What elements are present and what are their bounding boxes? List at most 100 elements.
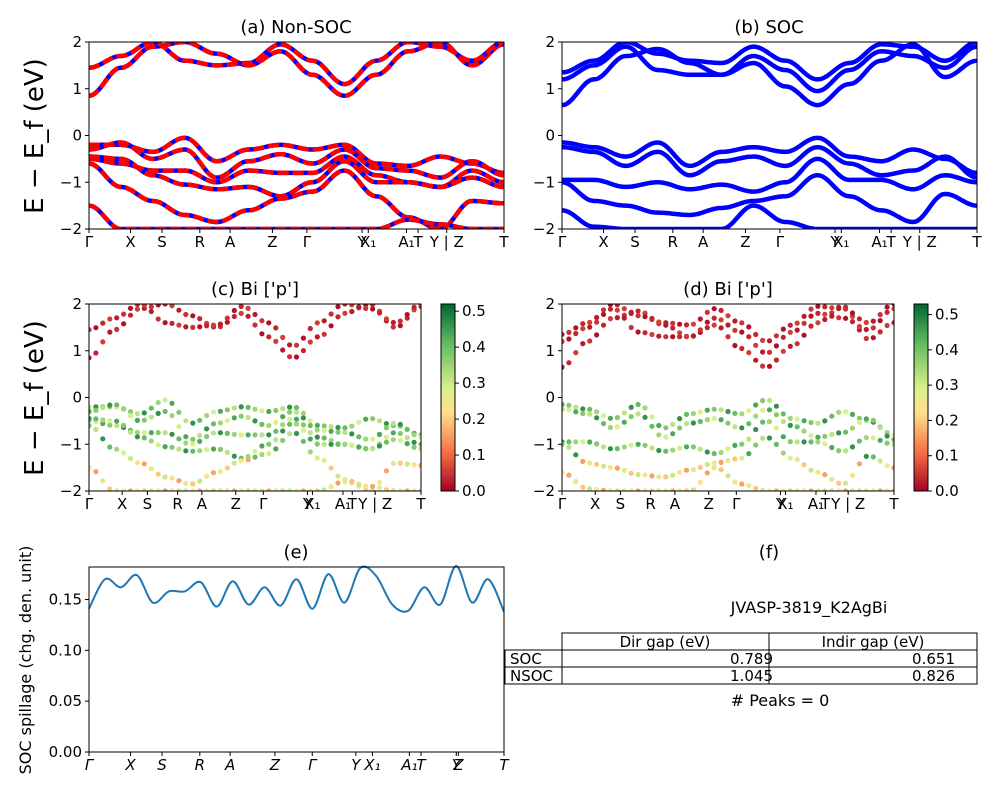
projection-point	[141, 410, 147, 416]
projection-point	[829, 431, 835, 437]
y-tick-label: −2	[60, 220, 82, 238]
colorbar-tick-label: 0.3	[935, 376, 959, 394]
projection-point	[683, 334, 690, 340]
projection-point	[849, 444, 856, 450]
projection-point	[273, 325, 279, 331]
projection-point	[287, 416, 293, 422]
projection-point	[614, 304, 620, 308]
projection-point	[621, 467, 627, 473]
projection-point	[843, 315, 849, 321]
x-tick-label: A	[224, 756, 235, 774]
x-tick-label: Y	[775, 495, 786, 513]
projection-point	[266, 320, 272, 326]
projection-point	[587, 338, 593, 344]
projection-point	[891, 306, 894, 312]
projection-point	[746, 334, 752, 340]
projection-point	[600, 307, 607, 313]
projection-point	[746, 350, 752, 356]
projection-point	[656, 432, 662, 438]
projection-point	[314, 334, 320, 340]
projection-point	[891, 465, 894, 471]
projection-point	[238, 310, 244, 316]
projection-point	[224, 418, 230, 424]
projection-point	[210, 430, 217, 436]
projection-point	[162, 408, 168, 415]
projection-point	[670, 431, 676, 437]
projection-point	[704, 461, 710, 468]
projection-point	[335, 424, 341, 431]
table-header-dir-gap: Dir gap (eV)	[620, 633, 711, 651]
projection-point	[884, 304, 890, 310]
projection-point	[746, 421, 752, 427]
projection-point	[397, 318, 403, 324]
projection-point	[252, 454, 258, 460]
projection-point	[787, 439, 793, 445]
projection-point	[849, 310, 856, 316]
projection-point	[259, 408, 265, 414]
projection-point	[780, 348, 786, 354]
projection-point	[670, 488, 676, 491]
projection-point	[683, 467, 690, 473]
projection-point	[815, 420, 821, 426]
y-axis-label-top: E − E_f (eV)	[20, 58, 50, 214]
projection-point	[162, 474, 168, 480]
x-tick-label: T	[499, 756, 510, 774]
projection-point	[808, 439, 814, 445]
projection-point	[760, 488, 766, 491]
projection-point	[766, 419, 773, 425]
projection-point	[794, 457, 800, 463]
y-tick-label: 0	[545, 389, 555, 407]
projection-point	[704, 309, 710, 315]
projection-point	[628, 324, 634, 331]
x-tick-label: Γ	[308, 756, 318, 774]
projection-point	[266, 441, 272, 447]
projection-point	[614, 488, 620, 491]
projection-point	[677, 488, 683, 491]
projection-point	[107, 486, 113, 491]
projection-point	[697, 327, 703, 333]
x-tick-label: T	[347, 495, 358, 513]
projection-point	[635, 411, 641, 417]
projection-point	[307, 449, 313, 455]
x-tick-label: Y | Z	[357, 495, 392, 513]
projection-point	[141, 435, 147, 441]
projection-point	[718, 407, 724, 413]
projection-point	[580, 341, 586, 347]
projection-point	[766, 349, 773, 355]
projection-point	[204, 488, 210, 491]
projection-point	[162, 397, 168, 403]
projection-point	[280, 414, 286, 420]
y-axis-label-spillage: SOC spillage (chg. den. unit)	[16, 546, 35, 775]
projection-point	[587, 324, 593, 330]
projection-point	[580, 439, 586, 445]
x-tick-label: X	[598, 233, 608, 251]
projection-point	[293, 354, 300, 360]
projection-point	[815, 434, 821, 440]
projection-point	[649, 445, 655, 451]
x-tick-label: A	[670, 495, 681, 513]
projection-point	[197, 438, 203, 444]
projection-point	[370, 416, 376, 422]
projection-point	[711, 465, 717, 471]
projection-point	[822, 311, 828, 317]
x-tick-label: S	[630, 233, 640, 251]
x-tick-label: R	[645, 495, 655, 513]
projection-point	[683, 421, 690, 427]
projection-point	[273, 407, 279, 414]
x-tick-label: S	[143, 495, 153, 513]
projection-point	[114, 418, 120, 424]
projection-point	[127, 429, 134, 435]
x-tick-label: Z	[704, 495, 714, 513]
projection-point	[773, 343, 780, 349]
projection-point	[822, 488, 828, 491]
y-tick-label: 1	[545, 342, 555, 360]
projection-point	[370, 306, 376, 312]
projection-point	[204, 426, 210, 432]
x-tick-label: Γ	[259, 495, 268, 513]
projection-point	[760, 349, 766, 355]
projection-point	[217, 488, 223, 491]
projection-point	[891, 437, 894, 443]
projection-point	[822, 472, 828, 478]
projection-point	[725, 473, 731, 479]
projection-point	[224, 319, 230, 325]
